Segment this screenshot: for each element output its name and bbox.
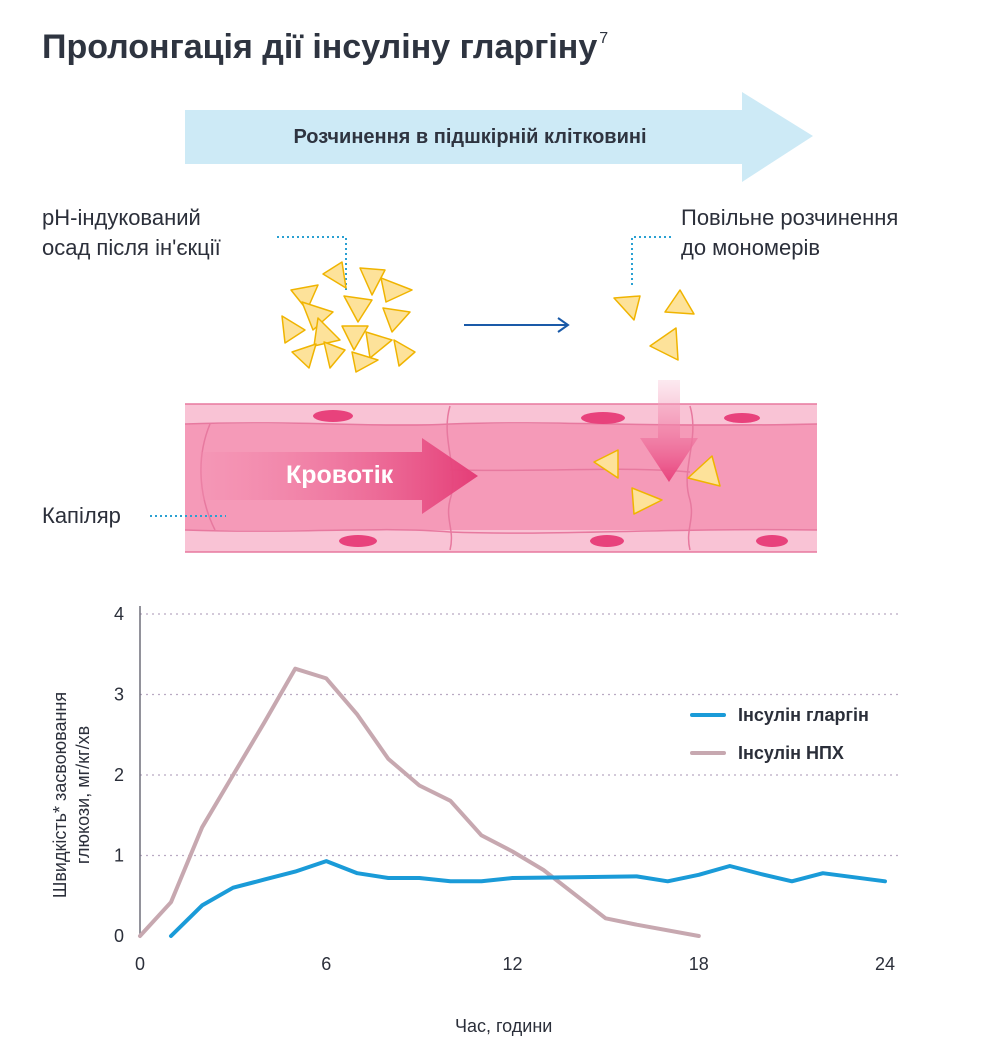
precipitate-label: pH-індукований осад після ін'єкції — [42, 205, 221, 260]
x-tick-label-0: 0 — [135, 954, 145, 974]
dissolution-leader-line — [631, 236, 671, 287]
dissolution-arrow-label: Розчинення в підшкірній клітковині — [293, 125, 647, 148]
capillary-illustration — [150, 380, 818, 553]
legend-item-glargine: Інсулін гларгін — [690, 700, 869, 730]
legend-swatch-glargine — [690, 713, 726, 717]
y-tick-label-2: 2 — [114, 765, 124, 785]
x-tick-label-12: 12 — [502, 954, 522, 974]
absorption-arrow — [640, 380, 698, 482]
legend-label-nph: Інсулін НПХ — [738, 742, 844, 763]
mechanism-diagram — [185, 92, 813, 373]
legend-swatch-nph — [690, 751, 726, 755]
dissolution-label: Повільне розчинення до мономерів — [681, 205, 899, 260]
cell-nuclei — [313, 410, 788, 547]
page-title: Пролонгація дії інсуліну гларгіну 7 — [42, 28, 609, 66]
dissolution-arrow — [185, 92, 813, 182]
x-tick-label-6: 6 — [321, 954, 331, 974]
precipitate-crystal-cluster — [281, 261, 416, 373]
y-tick-label-0: 0 — [114, 926, 124, 946]
y-tick-label-3: 3 — [114, 685, 124, 705]
chart-legend: Інсулін гларгін Інсулін НПХ — [690, 700, 869, 768]
series-line-nph — [138, 666, 701, 938]
legend-item-nph: Інсулін НПХ — [690, 738, 869, 768]
endothelial-cell-borders — [184, 403, 818, 553]
y-axis-title: Швидкість* засвоювання глюкози, мг/кг/хв — [50, 691, 93, 899]
y-tick-label-1: 1 — [114, 846, 124, 866]
transition-arrow — [464, 317, 570, 333]
footnote-marker: 7 — [599, 30, 609, 47]
y-tick-label-4: 4 — [114, 604, 124, 624]
legend-label-glargine: Інсулін гларгін — [738, 704, 869, 725]
monomer-crystals-free — [613, 289, 695, 361]
bloodflow-arrow — [200, 438, 478, 514]
series-line-glargine — [169, 859, 887, 938]
x-tick-label-18: 18 — [689, 954, 709, 974]
capillary-label: Капіляр — [42, 503, 121, 528]
x-axis-title: Час, години — [455, 1016, 553, 1036]
bloodflow-label: Кровотік — [286, 461, 394, 489]
monomer-crystals-absorbed — [593, 449, 721, 515]
x-tick-label-24: 24 — [875, 954, 895, 974]
